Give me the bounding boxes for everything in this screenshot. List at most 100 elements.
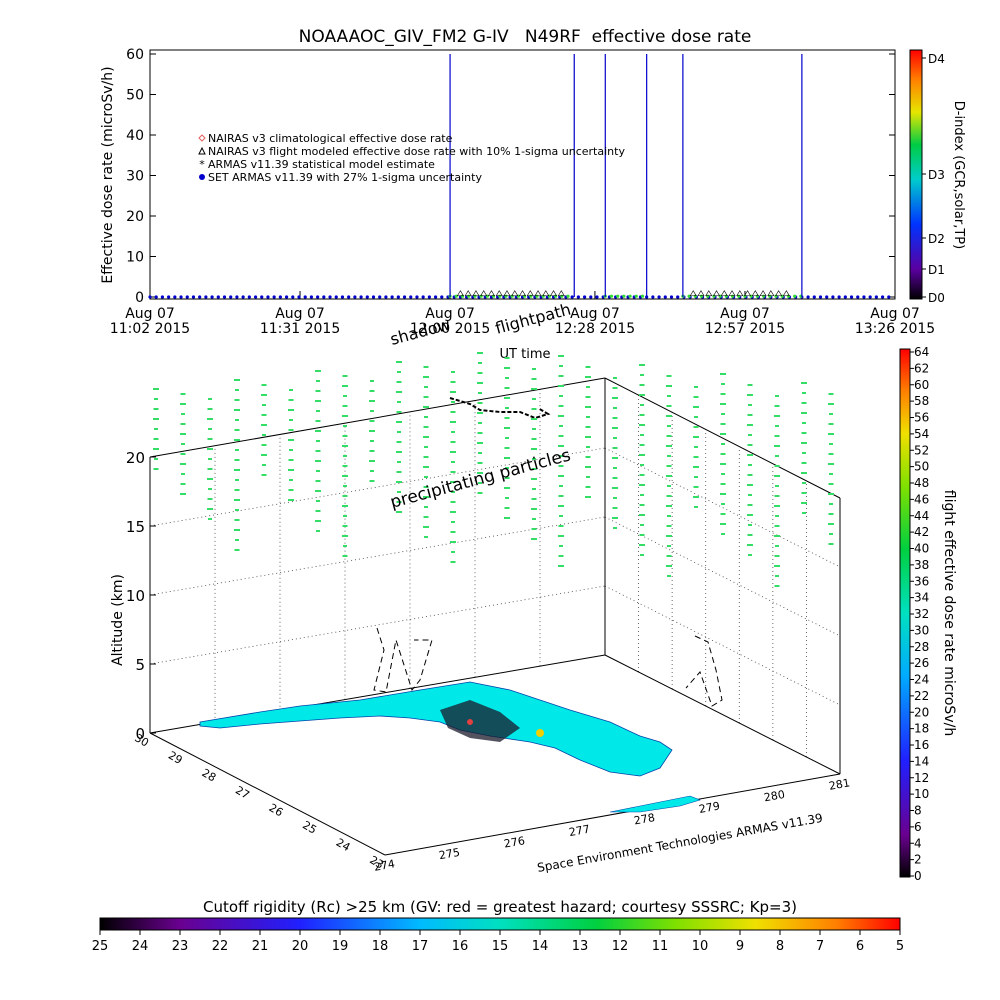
- set-armas-point: [167, 295, 171, 299]
- dose-tick-label: 40: [914, 542, 929, 556]
- cutoff-tick-label: 24: [132, 939, 149, 954]
- nairas-flight-point: [759, 290, 767, 297]
- armas-estimate-point: [566, 294, 570, 298]
- y-tick-label: 60: [126, 47, 144, 63]
- dose-tick-label: 62: [914, 361, 929, 375]
- y-axis-ticks: 0 10 20 30 40 50 60: [126, 47, 895, 306]
- d-index-label: D-index (GCR,solar,TP): [951, 101, 966, 249]
- dose-tick-label: 56: [914, 411, 929, 425]
- armas-estimate-point: [640, 294, 645, 298]
- altitude-tick-label: 5: [135, 656, 145, 674]
- set-armas-point: [812, 295, 816, 299]
- armas-estimate-point: [755, 294, 759, 298]
- set-armas-point: [353, 295, 357, 299]
- set-armas-point: [880, 295, 885, 299]
- set-armas-point: [278, 295, 282, 299]
- longitude-ticks: 274 275 276 277 278 279 280 281: [373, 776, 851, 873]
- dose-tick-label: 14: [914, 754, 929, 768]
- cutoff-tick-label: 14: [532, 939, 549, 954]
- cutoff-tick-label: 19: [332, 939, 349, 954]
- set-armas-point: [669, 295, 674, 299]
- x-tick-label-time: 13:26 2015: [855, 321, 935, 337]
- y-tick-label: 20: [126, 209, 144, 225]
- dose-tick-label: 10: [914, 787, 929, 801]
- nairas-flight-point: [712, 290, 721, 297]
- set-armas-point: [210, 295, 214, 299]
- cutoff-tick-label: 13: [572, 939, 589, 954]
- armas-estimate-point: [768, 294, 772, 298]
- set-armas-point: [266, 295, 270, 299]
- set-armas-point: [260, 295, 264, 299]
- set-armas-point: [433, 295, 438, 299]
- x-tick-label-date: Aug 07: [870, 306, 920, 322]
- armas-estimate-point: [699, 294, 704, 298]
- set-armas-point: [582, 295, 587, 299]
- nairas-flight-point: [526, 290, 534, 297]
- set-armas-point: [409, 295, 413, 299]
- longitude-tick-label: 277: [568, 823, 591, 839]
- set-armas-point: [216, 295, 220, 299]
- dose-rate-colorbar: [899, 348, 911, 878]
- armas-estimate-point: [786, 294, 791, 298]
- set-armas-point: [862, 295, 866, 299]
- set-armas-point: [856, 295, 860, 299]
- dose-tick-label: 20: [914, 705, 929, 719]
- cutoff-tick-label: 10: [692, 939, 709, 954]
- set-armas-point: [191, 295, 196, 299]
- nairas-flight-point: [495, 290, 503, 297]
- armas-estimate-point: [554, 294, 558, 298]
- y-tick-label: 0: [135, 290, 144, 306]
- shadow-curve-left: [373, 627, 433, 693]
- set-armas-point: [247, 295, 251, 299]
- armas-estimate-point: [504, 294, 508, 298]
- legend-label: NAIRAS v3 flight modeled effective dose …: [208, 145, 625, 158]
- dose-tick-label: 64: [914, 345, 929, 359]
- legend-label: ARMAS v11.39 statistical model estimate: [208, 158, 435, 171]
- set-armas-point: [365, 295, 369, 299]
- set-armas-point: [222, 295, 227, 299]
- set-armas-point: [806, 295, 810, 299]
- set-armas-point: [874, 295, 878, 299]
- set-armas-point: [378, 295, 382, 299]
- legend-label: NAIRAS v3 climatological effective dose …: [208, 132, 453, 145]
- dose-tick-label: 54: [914, 427, 929, 441]
- set-armas-point: [253, 295, 258, 299]
- set-armas-point: [303, 295, 307, 299]
- dose-tick-label: 58: [914, 394, 929, 408]
- nairas-flight-point: [518, 290, 527, 297]
- set-armas-point: [849, 295, 854, 299]
- armas-estimate-point: [706, 294, 710, 298]
- altitude-tick-label: 20: [126, 449, 145, 467]
- shadow-curve-right: [685, 635, 723, 707]
- armas-estimate-point: [473, 294, 477, 298]
- edge-back-left: [149, 377, 606, 458]
- map-hot-spot-2: [467, 719, 473, 725]
- precipitating-particles: [153, 352, 834, 587]
- dose-tick-label: 46: [914, 492, 929, 506]
- legend: NAIRAS v3 climatological effective dose …: [198, 132, 625, 184]
- armas-estimate-point: [761, 294, 766, 298]
- set-armas-point: [595, 295, 599, 299]
- armas-estimate-point: [491, 294, 496, 298]
- x-tick-label-time: 11:31 2015: [260, 321, 340, 337]
- set-armas-point: [818, 295, 823, 299]
- armas-estimate-point: [628, 294, 632, 298]
- d-index-tick-label: D3: [928, 168, 945, 182]
- dose-tick-label: 0: [914, 869, 922, 883]
- edge-back-right: [604, 377, 841, 499]
- set-armas-point: [651, 295, 655, 299]
- x-tick-label-time: 12:28 2015: [555, 321, 635, 337]
- x-tick-label-date: Aug 07: [570, 306, 620, 322]
- set-armas-point: [328, 295, 332, 299]
- d-index-colorbar: [909, 49, 923, 300]
- timeseries-frame: [149, 49, 896, 300]
- nairas-flight-point: [534, 290, 542, 297]
- dose-tick-label: 34: [914, 591, 929, 605]
- longitude-tick-label: 281: [828, 776, 851, 792]
- chart-title: NOAAAOC_GIV_FM2 G-IV N49RF effective dos…: [299, 27, 752, 47]
- altitude-ticks: 0 5 10 15 20: [126, 449, 156, 743]
- altitude-tick-label: 10: [126, 587, 145, 605]
- cutoff-tick-label: 23: [172, 939, 189, 954]
